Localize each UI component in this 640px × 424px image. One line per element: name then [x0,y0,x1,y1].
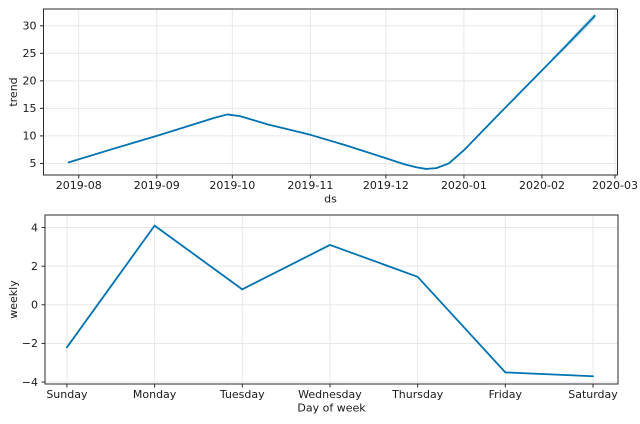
trend-x-tick-label: 2019-09 [134,179,180,192]
weekly-x-tick-label: Thursday [391,388,444,401]
weekly-axes-frame [44,214,619,385]
weekly-y-tick-label: 2 [31,260,38,273]
weekly-x-tick-label: Friday [489,388,523,401]
trend-y-tick-label: 10 [23,130,37,143]
trend-x-tick-label: 2019-08 [56,179,102,192]
trend-ylabel: trend [7,77,20,106]
trend-x-tick-label: 2019-12 [363,179,409,192]
trend-x-tick-label: 2020-01 [441,179,487,192]
trend-y-tick-label: 30 [23,20,37,33]
weekly-y-tick-label: −2 [22,337,38,350]
trend-x-tick-label: 2020-03 [592,179,638,192]
weekly-chart: Sunday Monday Tuesday Wednesday Thursday Frid… [7,214,619,415]
weekly-y-tick-label: 0 [31,299,38,312]
trend-chart: 2019-08 2019-09 2019-10 2019-11 2019-12 2020-… [7,8,638,206]
trend-y-tick-label: 5 [30,157,37,170]
weekly-line [66,224,594,378]
weekly-grid [45,215,618,384]
trend-line [67,14,596,170]
weekly-tick-marks [41,227,594,388]
trend-x-tick-label: 2020-02 [519,179,565,192]
trend-xlabel: ds [324,193,337,206]
weekly-x-tick-label: Sunday [46,388,88,401]
trend-tick-marks [40,25,616,179]
weekly-tick-labels: Sunday Monday Tuesday Wednesday Thursday Frid… [22,221,619,401]
weekly-xlabel: Day of week [297,402,366,415]
weekly-ylabel: weekly [7,280,20,319]
weekly-x-tick-label: Monday [133,388,177,401]
trend-x-tick-label: 2019-11 [287,179,333,192]
weekly-x-tick-label: Saturday [568,388,618,401]
trend-y-tick-label: 20 [23,75,37,88]
weekly-x-tick-label: Wednesday [298,388,362,401]
trend-y-tick-label: 15 [23,102,37,115]
weekly-y-tick-label: −4 [22,376,38,389]
weekly-x-tick-label: Tuesday [219,388,265,401]
trend-tick-labels: 2019-08 2019-09 2019-10 2019-11 2019-12 2020-… [23,20,638,192]
trend-axes-frame [43,8,618,176]
trend-y-tick-label: 25 [23,47,37,60]
trend-x-tick-label: 2019-10 [209,179,255,192]
trend-grid [43,9,618,175]
weekly-y-tick-label: 4 [31,221,38,234]
